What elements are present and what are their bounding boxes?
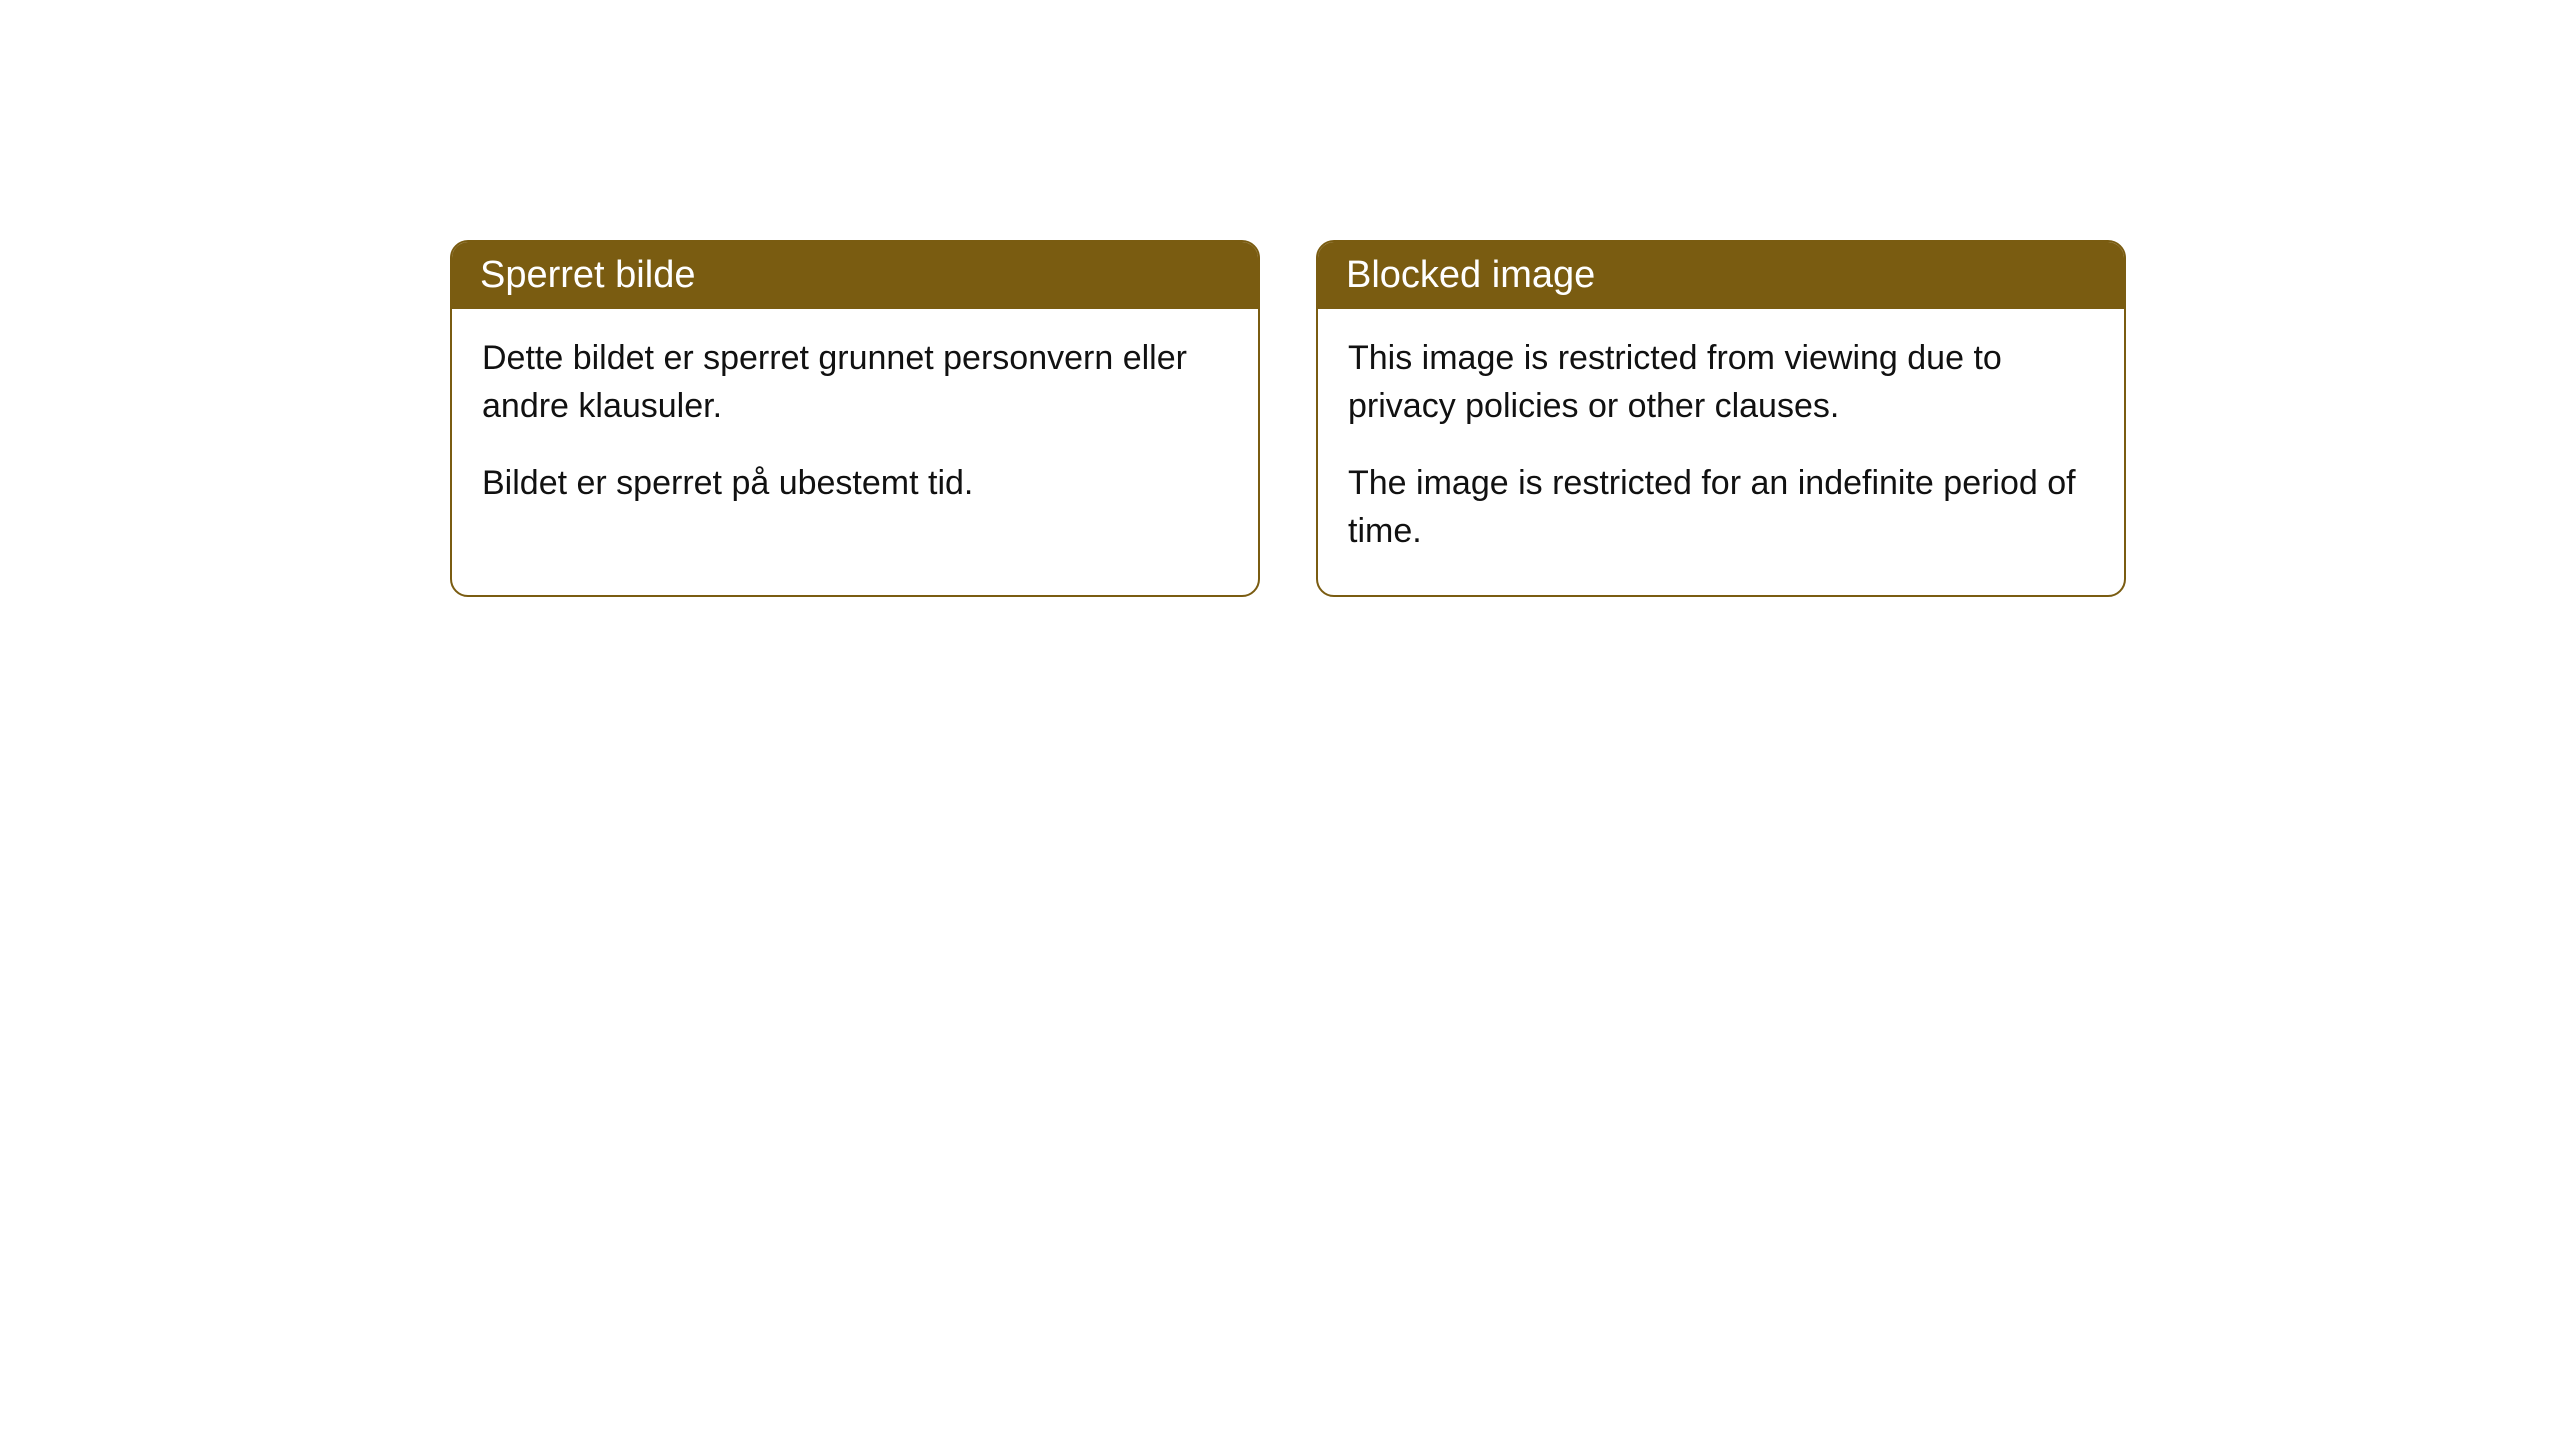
card-title: Sperret bilde (480, 254, 695, 296)
card-paragraph: The image is restricted for an indefinit… (1348, 460, 2094, 555)
notice-card-english: Blocked image This image is restricted f… (1316, 240, 2126, 597)
card-paragraph: Dette bildet er sperret grunnet personve… (482, 335, 1228, 430)
card-header: Sperret bilde (452, 242, 1258, 309)
card-paragraph: Bildet er sperret på ubestemt tid. (482, 460, 1228, 508)
card-body: This image is restricted from viewing du… (1318, 309, 2124, 595)
card-title: Blocked image (1346, 254, 1595, 296)
card-body: Dette bildet er sperret grunnet personve… (452, 309, 1258, 548)
notice-card-norwegian: Sperret bilde Dette bildet er sperret gr… (450, 240, 1260, 597)
notice-cards-container: Sperret bilde Dette bildet er sperret gr… (450, 240, 2126, 597)
card-header: Blocked image (1318, 242, 2124, 309)
card-paragraph: This image is restricted from viewing du… (1348, 335, 2094, 430)
